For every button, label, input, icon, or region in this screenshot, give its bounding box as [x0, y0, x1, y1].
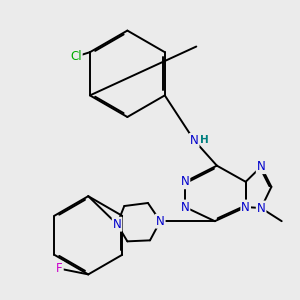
Text: N: N: [181, 200, 189, 214]
Text: N: N: [156, 215, 165, 228]
Text: N: N: [257, 202, 266, 214]
Text: N: N: [113, 218, 122, 231]
Text: N: N: [190, 134, 199, 147]
Text: H: H: [200, 134, 208, 145]
Text: N: N: [257, 160, 266, 173]
Text: F: F: [56, 262, 63, 275]
Text: N: N: [241, 200, 250, 214]
Text: N: N: [181, 175, 189, 188]
Text: Cl: Cl: [70, 50, 82, 63]
